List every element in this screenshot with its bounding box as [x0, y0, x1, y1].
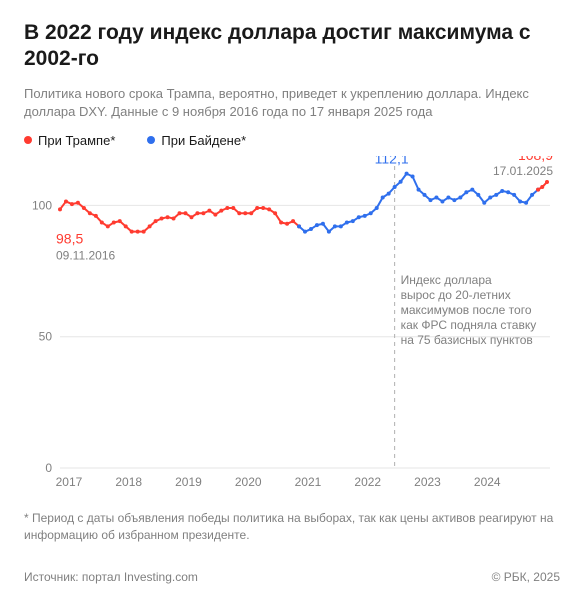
callout-peak-value: 112,1 [375, 156, 409, 167]
callout-end-date: 17.01.2025 [493, 164, 553, 178]
footnote: * Период с даты объявления победы полити… [24, 510, 560, 544]
annotation-line-3: как ФРС подняла ставку [401, 318, 537, 332]
legend: При Трампе* При Байдене* [24, 133, 560, 148]
chart: 0 50 100 2017 2018 2019 2020 2021 2022 2023 2024 98… [24, 156, 560, 496]
chart-subtitle: Политика нового срока Трампа, вероятно, … [24, 85, 560, 121]
legend-dot-biden [147, 136, 155, 144]
callout-start-date: 09.11.2016 [56, 248, 115, 262]
svg-text:2023: 2023 [414, 475, 441, 489]
svg-text:2020: 2020 [235, 475, 262, 489]
source-text: Источник: портал Investing.com [24, 570, 198, 584]
svg-text:50: 50 [39, 330, 53, 344]
legend-label-biden: При Байдене* [161, 133, 246, 148]
chart-svg: 0 50 100 2017 2018 2019 2020 2021 2022 2023 2024 98… [24, 156, 560, 496]
copyright-text: © РБК, 2025 [492, 570, 560, 584]
series-biden [299, 173, 538, 231]
svg-text:100: 100 [32, 198, 52, 212]
callout-end-value: 108,9 [518, 156, 553, 163]
legend-item-trump: При Трампе* [24, 133, 115, 148]
svg-text:2018: 2018 [115, 475, 142, 489]
legend-item-biden: При Байдене* [147, 133, 246, 148]
svg-text:2024: 2024 [474, 475, 501, 489]
annotation-line-2: максимумов после того [401, 303, 532, 317]
chart-title: В 2022 году индекс доллара достиг максим… [24, 20, 560, 73]
legend-label-trump: При Трампе* [38, 133, 115, 148]
svg-text:2017: 2017 [56, 475, 83, 489]
svg-text:2019: 2019 [175, 475, 202, 489]
annotation-line-0: Индекс доллара [401, 273, 492, 287]
annotation-line-4: на 75 базисных пунктов [401, 333, 533, 347]
callout-start-value: 98,5 [56, 230, 83, 246]
svg-text:2022: 2022 [354, 475, 381, 489]
legend-dot-trump [24, 136, 32, 144]
svg-text:2021: 2021 [295, 475, 322, 489]
annotation-line-1: вырос до 20-летних [401, 288, 511, 302]
svg-text:0: 0 [45, 461, 52, 475]
